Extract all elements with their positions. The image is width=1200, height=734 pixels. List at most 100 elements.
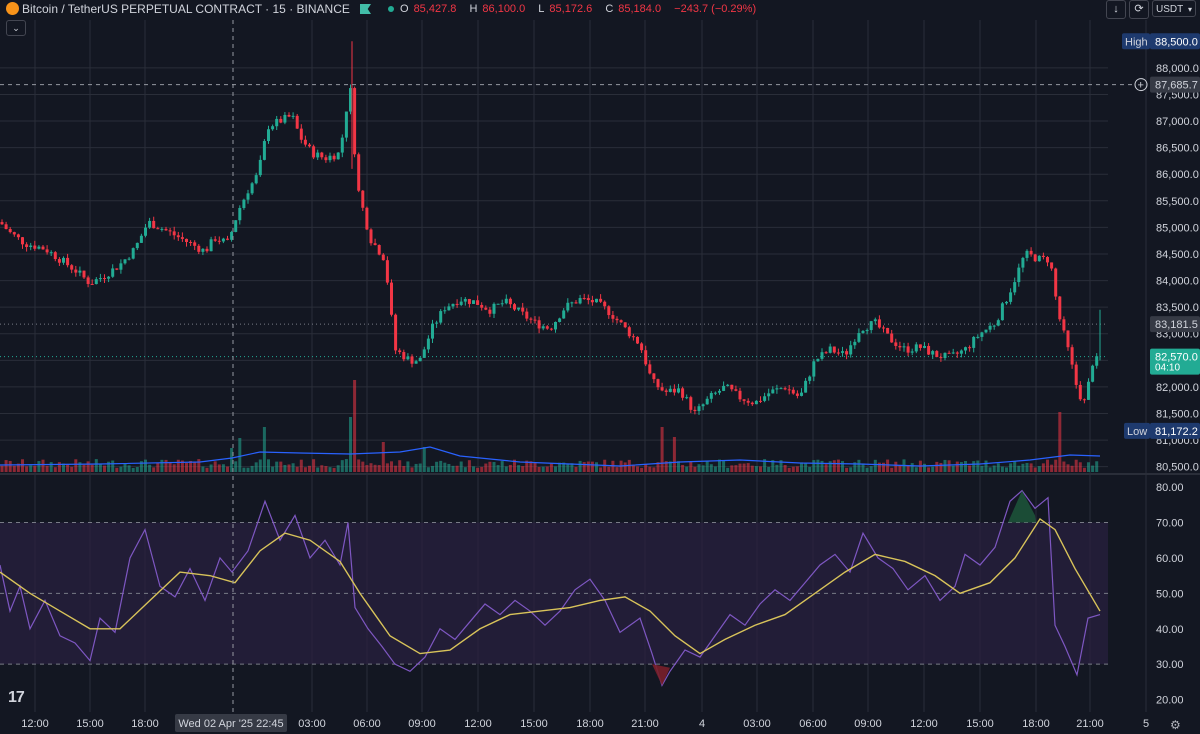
low-price-label: 81,172.2 xyxy=(1155,426,1198,438)
volume-bar xyxy=(193,461,197,472)
volume-bar xyxy=(865,467,869,472)
volume-bar xyxy=(836,459,840,472)
volume-bar xyxy=(783,465,787,472)
candle xyxy=(488,309,492,314)
volume-bar xyxy=(713,466,717,472)
volume-bar xyxy=(611,460,615,472)
volume-bar xyxy=(336,465,340,472)
symbol-title[interactable]: Bitcoin / TetherUS PERPETUAL CONTRACT · … xyxy=(22,2,350,16)
candle xyxy=(86,277,90,284)
candle xyxy=(685,397,689,399)
candle xyxy=(226,238,229,240)
candle xyxy=(115,268,119,270)
candle xyxy=(381,254,385,261)
candle xyxy=(398,350,402,353)
candle xyxy=(312,146,316,158)
candle xyxy=(693,409,697,412)
volume-bar xyxy=(959,462,963,472)
candle xyxy=(644,350,648,365)
candle xyxy=(41,246,45,250)
candle xyxy=(935,351,939,358)
volume-bar xyxy=(525,460,529,472)
volume-bar xyxy=(566,463,570,472)
volume-bar xyxy=(886,459,890,472)
volume-bar xyxy=(41,459,45,472)
volume-bar xyxy=(377,465,381,472)
candle xyxy=(1050,262,1054,269)
candle xyxy=(1058,296,1062,320)
currency-label: USDT xyxy=(1156,4,1184,15)
price-tick-label: 87,000.0 xyxy=(1156,116,1199,128)
volume-bar xyxy=(451,465,455,472)
volume-bar xyxy=(656,462,660,472)
candle xyxy=(242,199,246,208)
candle xyxy=(234,220,238,232)
volume-bar xyxy=(582,462,586,472)
candle xyxy=(681,388,685,398)
candle xyxy=(1087,381,1090,400)
candle xyxy=(303,139,307,145)
candle xyxy=(37,246,41,249)
candle xyxy=(763,396,767,401)
candle xyxy=(123,259,127,264)
volume-bar xyxy=(787,467,791,472)
close-value: 85,184.0 xyxy=(618,3,662,15)
candle xyxy=(484,307,488,310)
volume-bar xyxy=(418,463,422,472)
volume-bar xyxy=(791,466,795,472)
crosshair-time-label: Wed 02 Apr '25 22:45 xyxy=(178,718,283,730)
time-tick-label: 03:00 xyxy=(298,718,326,730)
candle xyxy=(861,331,865,334)
candle xyxy=(90,283,94,285)
candle xyxy=(775,388,779,390)
volume-bar xyxy=(94,459,98,472)
volume-bar xyxy=(172,464,176,472)
candle xyxy=(779,388,783,390)
volume-bar xyxy=(923,463,926,472)
candle xyxy=(1078,384,1082,400)
rsi-pane xyxy=(0,489,1101,687)
chevron-down-icon[interactable]: ⌄ xyxy=(6,20,26,36)
volume-bar xyxy=(131,467,135,472)
candle xyxy=(955,352,959,354)
volume-bar xyxy=(185,463,188,472)
volume-bar xyxy=(570,463,574,472)
volume-bar xyxy=(533,462,537,472)
currency-select[interactable]: USDT ▾ xyxy=(1152,0,1196,17)
volume-bar xyxy=(521,466,525,472)
candle xyxy=(361,190,365,208)
volume-bar xyxy=(234,461,238,472)
crosshair: + xyxy=(0,20,1148,712)
candle xyxy=(1013,282,1017,293)
volume-bar xyxy=(1009,463,1013,472)
volume-bar xyxy=(476,467,480,472)
candle xyxy=(705,398,709,405)
candle xyxy=(279,118,283,123)
candle xyxy=(472,300,475,304)
candle xyxy=(1041,255,1045,258)
candle xyxy=(927,345,931,355)
candle xyxy=(746,400,750,403)
volume-bar xyxy=(652,467,656,472)
refresh-icon[interactable]: ⟳ xyxy=(1129,0,1149,19)
candle xyxy=(168,230,172,232)
download-icon[interactable]: ↓ xyxy=(1106,0,1126,19)
volume-bar xyxy=(115,467,119,472)
candle xyxy=(275,118,279,127)
gear-icon[interactable]: ⚙ xyxy=(1170,718,1181,732)
volume-bar xyxy=(390,461,393,472)
volume-bar xyxy=(1000,466,1004,472)
candle xyxy=(529,318,533,320)
volume-bar xyxy=(517,465,521,472)
candle xyxy=(533,319,537,321)
volume-bar xyxy=(164,459,168,472)
volume-bar xyxy=(271,466,275,472)
volume-bar xyxy=(406,461,410,472)
flag-icon[interactable] xyxy=(360,4,371,14)
volume-bar xyxy=(841,461,844,472)
candle xyxy=(1000,303,1004,321)
candle xyxy=(939,357,943,359)
time-tick-label: 12:00 xyxy=(464,718,492,730)
volume-bar xyxy=(250,465,254,472)
